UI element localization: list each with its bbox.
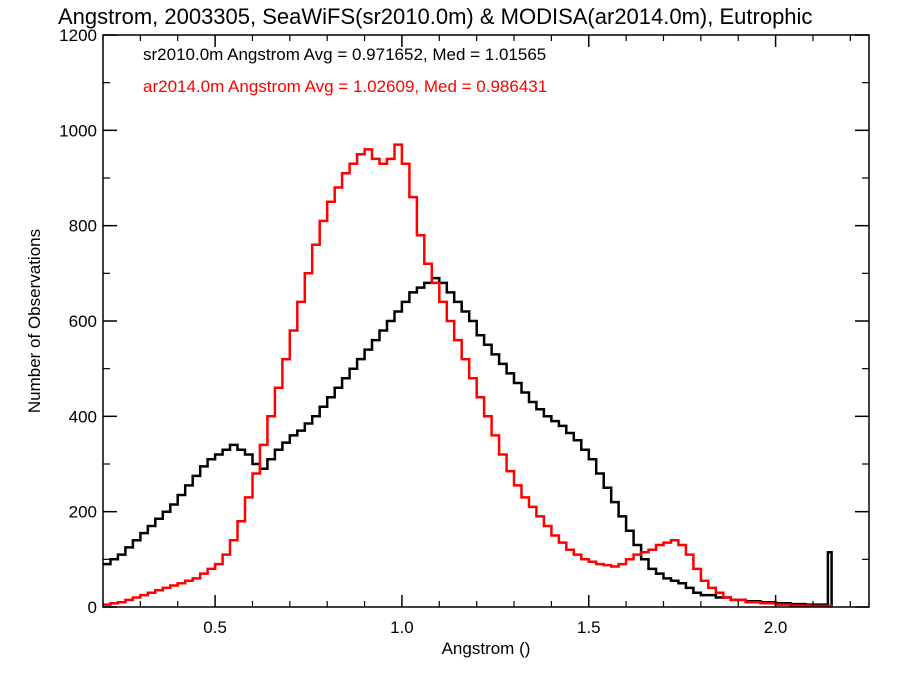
x-tick-label: 0.5	[203, 618, 227, 637]
x-tick-label: 1.0	[390, 618, 414, 637]
y-tick-label: 200	[69, 503, 97, 522]
chart-title: Angstrom, 2003305, SeaWiFS(sr2010.0m) & …	[58, 4, 812, 29]
series-line-1	[103, 143, 833, 607]
x-tick-label: 1.5	[577, 618, 601, 637]
y-tick-label: 0	[88, 598, 97, 617]
x-tick-label: 2.0	[764, 618, 788, 637]
y-axis-label: Number of Observations	[25, 229, 44, 413]
series-layer	[103, 143, 833, 607]
y-tick-label: 1200	[59, 26, 97, 45]
stat-annotation-ar2014: ar2014.0m Angstrom Avg = 1.02609, Med = …	[143, 77, 547, 96]
y-tick-label: 1000	[59, 121, 97, 140]
y-tick-label: 800	[69, 217, 97, 236]
ticks-layer: 0.5 1.0 1.5 2.0 0 200 400 600 800 1000 1200	[59, 26, 869, 637]
series-line-0	[103, 276, 833, 607]
stat-annotation-sr2010: sr2010.0m Angstrom Avg = 0.971652, Med =…	[143, 45, 546, 64]
y-tick-label: 400	[69, 407, 97, 426]
x-axis-label: Angstrom ()	[442, 639, 531, 658]
y-tick-label: 600	[69, 312, 97, 331]
